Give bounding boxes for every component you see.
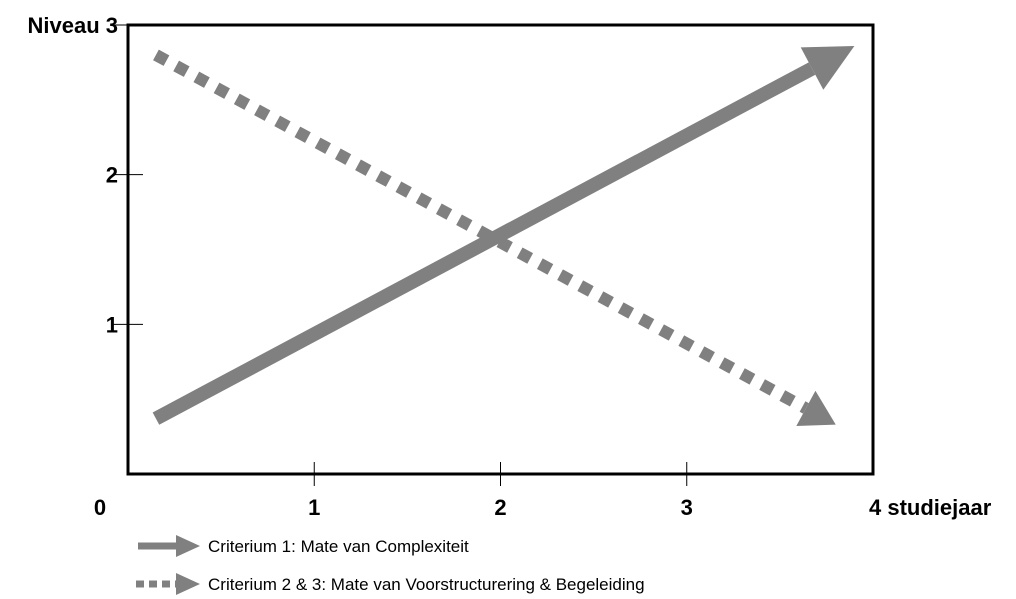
x-tick-label-3: 3: [681, 495, 693, 520]
y-tick-label-1: 2: [106, 163, 118, 188]
x-tick-label-2: 2: [494, 495, 506, 520]
legend-swatch-head-1: [176, 573, 200, 595]
y-axis-ticks: 1 2 Niveau 3: [28, 13, 143, 337]
y-tick-label-0: 1: [106, 312, 118, 337]
x-axis-ticks: 0 1 2 3 4 studiejaar: [94, 462, 992, 520]
series-0-line: [152, 62, 816, 425]
legend-label-1: Criterium 2 & 3: Mate van Voorstructurer…: [208, 575, 645, 594]
series-0-arrowhead: [800, 45, 855, 90]
series-1-line: [153, 49, 809, 414]
legend-label-0: Criterium 1: Mate van Complexiteit: [208, 537, 469, 556]
x-tick-label-1: 1: [308, 495, 320, 520]
y-tick-label-2: Niveau 3: [28, 13, 119, 38]
legend: Criterium 1: Mate van Complexiteit Criter…: [136, 535, 645, 595]
x-tick-label-4: 4 studiejaar: [869, 495, 992, 520]
series-layer: [152, 45, 855, 426]
x-tick-label-0: 0: [94, 495, 106, 520]
legend-swatch-head-0: [176, 535, 200, 557]
series-1-arrowhead: [796, 390, 836, 426]
